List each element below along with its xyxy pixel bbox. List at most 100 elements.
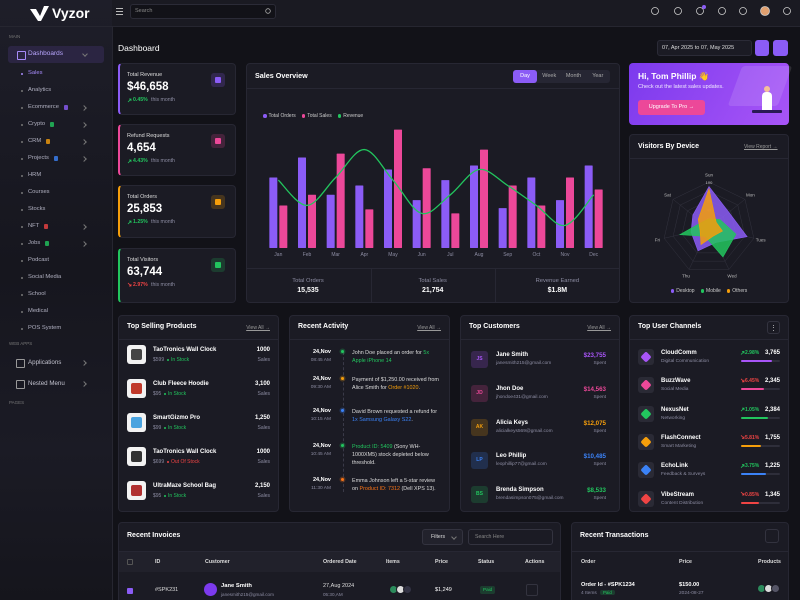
activity-date: 24,Nov [312, 443, 331, 449]
kebab-dot [773, 329, 774, 331]
customer-amount-unit: Spent [593, 462, 606, 467]
legend-item: Desktop [670, 288, 695, 294]
legend-swatch [700, 289, 705, 293]
stat-card [118, 185, 236, 238]
view-link[interactable]: View All → [417, 325, 441, 331]
channel-change: 6.45% [745, 378, 760, 385]
channel-value: 1,755 [764, 434, 780, 441]
item-thumb [403, 585, 412, 594]
customer-avatar: JS [471, 351, 488, 368]
customer-avatar: LP [471, 452, 488, 469]
legend-item: Others [726, 288, 747, 294]
customer-avatar: BS [471, 486, 488, 503]
activity-text: David Brown requested a refund for 1x Sa… [352, 408, 442, 424]
customer-name: Leo Phillip [496, 453, 527, 459]
product-status: In Stock [168, 493, 187, 499]
kebab-button [765, 529, 779, 543]
progress-fill [741, 416, 769, 419]
view-link[interactable]: View All → [587, 325, 611, 331]
product-price: $599 [153, 357, 165, 363]
activity-dot [341, 350, 344, 353]
table-header [119, 552, 560, 572]
promo-figure [762, 92, 772, 112]
activity-date: 24,Nov [312, 349, 331, 355]
action-button[interactable] [526, 584, 538, 596]
submenu-dot [21, 73, 23, 75]
order-date: 2024-08-27 [679, 591, 704, 596]
tab[interactable]: Month [565, 73, 582, 79]
search-box [468, 529, 553, 545]
menu-toggle [116, 11, 123, 12]
column-header: Price [679, 559, 692, 565]
legend: Total Orders Total Sales Revenue [263, 113, 363, 119]
submenu-dot [21, 141, 23, 143]
filter-button[interactable] [422, 529, 463, 545]
stat-value: 25,853 [127, 203, 163, 215]
status-dot [164, 427, 166, 429]
tab[interactable]: Year [592, 73, 604, 79]
submenu-dot [21, 107, 23, 109]
menu-toggle [116, 8, 123, 9]
activity-plain: (Dell XPS 13). [399, 486, 436, 492]
channel-category: Smart Marketing [661, 443, 697, 449]
invoice-id: #SPK231 [155, 587, 179, 593]
panel [289, 315, 450, 512]
sales-card [246, 63, 620, 303]
tab[interactable]: Day [513, 70, 537, 83]
search-placeholder: Search [135, 8, 153, 14]
promo-button[interactable]: Upgrade To Pro → [638, 100, 705, 115]
customer-amount: $12,075 [583, 420, 606, 427]
submenu-dot [21, 175, 23, 177]
channel-category: Digital Communication [661, 359, 709, 364]
submenu-item: NFT [28, 223, 40, 229]
panel-title: Recent Transactions [580, 532, 649, 539]
progress-fill [741, 444, 761, 447]
tab[interactable]: Week [542, 73, 557, 79]
stat-card [118, 124, 236, 176]
submenu-dot [21, 260, 23, 262]
logo: Vyzor [52, 5, 90, 21]
legend-label: Total Orders [268, 113, 296, 119]
stat-change: 0.45% [133, 97, 148, 103]
legend-swatch [726, 289, 731, 293]
summary-label: Revenue Earned [535, 278, 580, 284]
product-sales: 1,250 [254, 415, 270, 421]
submenu-item: School [28, 291, 46, 297]
divider [246, 268, 620, 269]
panel-title: Visitors By Device [638, 143, 699, 150]
customer-email: janesmith215@gmail.com [221, 592, 274, 597]
divider [571, 551, 789, 552]
timeline [343, 352, 344, 492]
status-dot [167, 359, 169, 361]
activity-plain: John Doe placed an order for [352, 350, 424, 356]
activity-text: Emma Johnson left a 5-star review on Pro… [352, 477, 442, 493]
legend-swatch [263, 114, 267, 118]
submenu-item: Medical [28, 308, 48, 314]
visitors-card [629, 134, 789, 303]
summary-value: 21,754 [421, 287, 444, 294]
channel-category: Social Media [661, 387, 689, 393]
kebab-dot [773, 327, 774, 328]
status-dot [167, 461, 169, 463]
product-name: SmartGizmo Pro [153, 415, 201, 421]
submenu-dot [21, 192, 23, 194]
view-link[interactable]: View All → [246, 325, 270, 331]
legend-label: Mobile [706, 288, 721, 294]
menu-item: Applications [28, 359, 62, 366]
product-sales: 2,150 [254, 483, 270, 489]
channel-name: EchoLink [661, 463, 689, 470]
product-name: Club Fleece Hoodie [153, 381, 209, 387]
activity-plain: David Brown requested a refund for [352, 409, 438, 415]
customer-email: janesmith215@gmail.com [496, 361, 552, 366]
submenu-item: Social Media [28, 274, 62, 280]
channel-name: BuzzWave [661, 378, 691, 385]
customer-name: Jane Smith [496, 352, 529, 358]
view-link[interactable]: View Report → [744, 144, 778, 150]
search-box [130, 4, 276, 19]
stat-change: 4.43% [133, 158, 148, 164]
promo-title: Hi, Tom Phillip 👋 [638, 71, 710, 81]
section-label: MAIN [9, 34, 21, 39]
channel-name: CloudComm [661, 350, 697, 356]
stat-label: Total Visitors [127, 257, 159, 263]
date-box [657, 40, 752, 56]
